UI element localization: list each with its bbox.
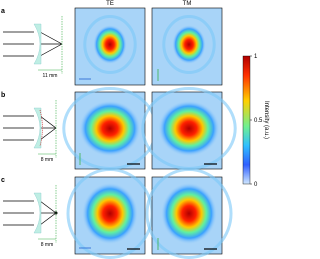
side-lobe xyxy=(162,15,216,74)
intensity-spot xyxy=(79,100,141,157)
lens xyxy=(33,107,42,149)
distance-label: 8 mm xyxy=(41,242,54,248)
distance-label: 11 mm xyxy=(43,73,58,79)
side-lobe xyxy=(83,15,137,74)
distance-label: 8 mm xyxy=(41,157,54,163)
ray-out xyxy=(39,127,57,141)
intensity-spot xyxy=(172,24,206,65)
column-header: TM xyxy=(183,1,192,7)
column-header: TE xyxy=(106,1,114,7)
intensity-spot xyxy=(93,24,127,65)
colorbar-tick-label: 0 xyxy=(254,182,258,188)
ray-out xyxy=(39,43,63,57)
colorbar-tick-label: 0.5 xyxy=(254,118,263,124)
lens xyxy=(33,192,42,234)
colorbar xyxy=(242,55,251,185)
metasurface xyxy=(39,109,43,147)
intensity-spot xyxy=(158,100,220,157)
figure: TE TM a 11 mm b 8 mm c 8 mm 1 0.5 0 Intensity (a.u.… xyxy=(1,1,269,259)
lens xyxy=(33,23,42,65)
panel-label: b xyxy=(1,92,5,99)
intensity-spot xyxy=(82,182,138,245)
ray-out xyxy=(39,115,57,129)
panel-label: a xyxy=(1,8,5,15)
colorbar-label: Intensity (a.u.) xyxy=(263,101,269,139)
intensity-spot xyxy=(161,182,217,245)
ray-out xyxy=(39,212,57,226)
ray-out xyxy=(39,200,57,214)
panel-label: c xyxy=(1,177,5,184)
ray-out xyxy=(39,31,63,45)
side-lobe xyxy=(145,168,233,259)
colorbar-tick-label: 1 xyxy=(254,54,258,60)
